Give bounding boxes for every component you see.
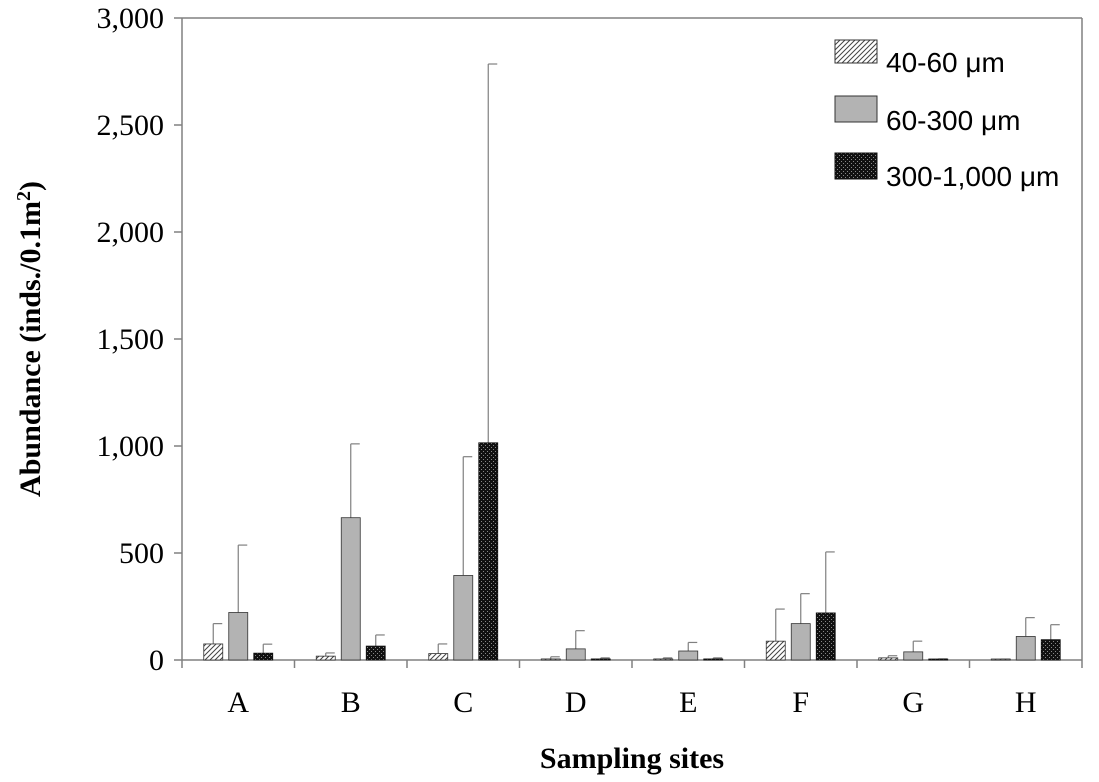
bar-series-group — [203, 63, 1061, 661]
y-tick-label: 1,000 — [97, 430, 165, 463]
x-tick-label-F: F — [792, 686, 809, 719]
y-axis-title-superscript: 2 — [13, 191, 35, 201]
x-tick-label-G: G — [902, 686, 924, 719]
x-tick-label-D: D — [565, 686, 587, 719]
x-tick-label-B: B — [341, 686, 361, 719]
bar-F-series-0 — [765, 640, 786, 661]
bar-G-series-1 — [903, 651, 924, 661]
bar-C-series-1 — [453, 575, 474, 661]
bar-F-series-1 — [790, 623, 811, 661]
x-tick-label-C: C — [453, 686, 473, 719]
bar-A-series-2 — [253, 652, 274, 661]
bar-C-series-2 — [478, 442, 499, 661]
x-axis-ticks: A B C D E F G H — [181, 660, 1083, 719]
bar-H-series-0 — [990, 658, 1011, 661]
bar-D-series-0 — [540, 658, 561, 661]
y-tick-label: 1,500 — [97, 323, 165, 356]
bar-H-series-1 — [1015, 636, 1036, 661]
bar-G-series-2 — [928, 658, 949, 661]
bar-F-series-2 — [815, 612, 836, 661]
legend-swatch-300-1000 — [834, 152, 878, 180]
bar-E-series-2 — [703, 658, 724, 661]
legend: 40-60 μm 60-300 μm 300-1,000 μm — [834, 39, 1059, 192]
y-axis-ticks: 0 500 1,000 1,500 2,000 2,500 3,000 — [97, 2, 182, 677]
x-tick-label-A: A — [227, 686, 249, 719]
bar-B-series-1 — [340, 517, 361, 661]
legend-swatch-40-60 — [834, 39, 878, 64]
bar-E-series-0 — [653, 658, 674, 661]
bar-G-series-0 — [878, 657, 899, 661]
x-axis-title: Sampling sites — [540, 742, 724, 775]
bar-C-series-0 — [428, 653, 449, 661]
y-tick-label: 500 — [119, 537, 164, 570]
legend-label-40-60: 40-60 μm — [886, 47, 1005, 78]
y-tick-label: 2,000 — [97, 216, 165, 249]
y-tick-label: 2,500 — [97, 109, 165, 142]
bar-A-series-0 — [203, 643, 224, 661]
y-axis-title: Abundance (inds./0.1m2) — [13, 181, 47, 497]
x-tick-label-E: E — [679, 686, 697, 719]
legend-label-300-1000: 300-1,000 μm — [886, 161, 1059, 192]
y-tick-label: 0 — [149, 644, 164, 677]
bar-A-series-1 — [228, 612, 249, 661]
bar-D-series-1 — [565, 648, 586, 661]
bar-B-series-2 — [365, 645, 386, 661]
bar-E-series-1 — [678, 650, 699, 661]
bar-H-series-2 — [1040, 639, 1061, 661]
x-tick-label-H: H — [1015, 686, 1037, 719]
bar-D-series-2 — [590, 658, 611, 661]
bar-B-series-0 — [315, 655, 336, 661]
legend-swatch-60-300 — [834, 95, 878, 123]
y-tick-label: 3,000 — [97, 2, 165, 35]
legend-label-60-300: 60-300 μm — [886, 105, 1020, 136]
